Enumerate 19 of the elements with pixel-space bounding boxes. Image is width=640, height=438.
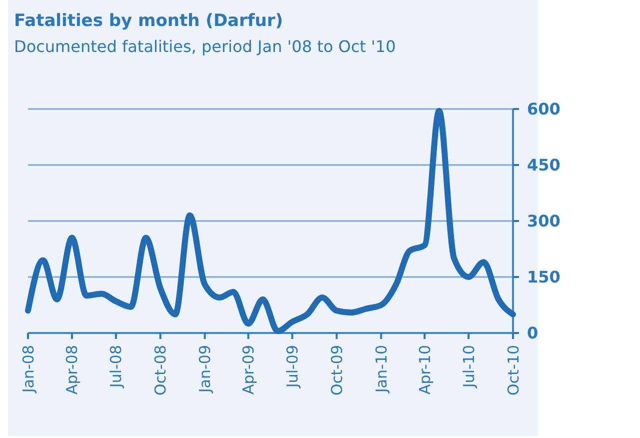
x-tick-label: Jul-09 <box>283 345 302 389</box>
chart-title: Fatalities by month (Darfur) <box>14 11 284 31</box>
y-tick-label: 300 <box>527 212 560 231</box>
x-tick-label: Jul-10 <box>460 345 478 389</box>
x-tick-label: Jan-10 <box>372 345 390 394</box>
x-tick-label: Apr-10 <box>416 345 434 394</box>
x-tick-label: Jan-09 <box>196 345 214 394</box>
x-tick-label: Apr-08 <box>63 345 82 394</box>
y-tick-label: 600 <box>527 100 560 119</box>
x-tick-label: Apr-09 <box>240 345 258 394</box>
x-tick-label: Jul-08 <box>107 345 126 389</box>
chart-subtitle: Documented fatalities, period Jan '08 to Oct '10 <box>14 37 396 56</box>
x-tick-label: Oct-08 <box>152 345 170 396</box>
x-tick-label: Jan-08 <box>19 345 38 394</box>
y-tick-label: 150 <box>527 268 560 287</box>
y-tick-label: 0 <box>527 324 538 343</box>
x-tick-label: Oct-09 <box>328 345 346 396</box>
y-tick-label: 450 <box>527 156 560 175</box>
x-tick-label: Oct-10 <box>504 345 522 396</box>
